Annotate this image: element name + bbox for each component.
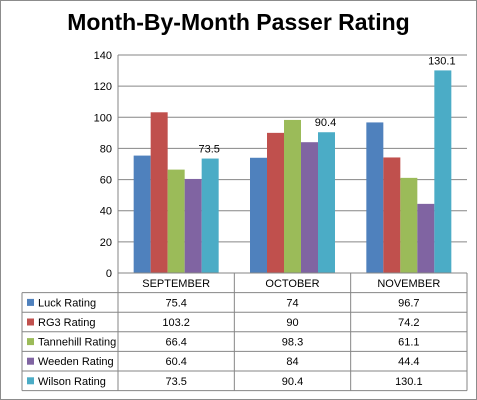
x-tick-label: OCTOBER	[265, 278, 319, 290]
table-row-label: Wilson Rating	[38, 376, 106, 388]
y-tick-label: 40	[100, 206, 112, 218]
table-cell: 84	[286, 356, 298, 368]
bar	[366, 122, 384, 273]
bar	[301, 142, 318, 273]
table-row-label: RG3 Rating	[38, 317, 95, 329]
data-label: 90.4	[315, 117, 336, 129]
bar	[284, 119, 301, 273]
bar	[318, 132, 335, 273]
y-tick-label: 60	[100, 175, 112, 187]
bar	[184, 178, 202, 273]
bar	[400, 177, 418, 273]
table-cell: 66.4	[165, 337, 186, 349]
table-cell: 74.2	[398, 317, 419, 329]
table-cell: 73.5	[165, 376, 186, 388]
bar	[201, 158, 219, 273]
legend-key	[27, 298, 34, 306]
legend-key	[27, 318, 34, 326]
y-tick-label: 140	[94, 50, 112, 62]
data-label: 130.1	[428, 55, 456, 67]
bar	[417, 203, 435, 273]
bar	[434, 70, 452, 273]
table-cell: 98.3	[282, 337, 303, 349]
x-tick-label: NOVEMBER	[377, 278, 440, 290]
table-cell: 60.4	[165, 356, 186, 368]
bar	[250, 157, 267, 273]
bar	[133, 155, 151, 273]
x-tick-label: SEPTEMBER	[142, 278, 210, 290]
table-cell: 90.4	[282, 376, 303, 388]
table-row-label: Luck Rating	[38, 297, 96, 309]
bar	[383, 157, 401, 273]
chart-title: Month-By-Month Passer Rating	[67, 9, 410, 35]
bar	[267, 132, 284, 273]
legend-key	[27, 338, 34, 346]
table-cell: 74	[286, 297, 298, 309]
y-tick-label: 80	[100, 143, 112, 155]
y-tick-label: 20	[100, 237, 112, 249]
table-row-label: Weeden Rating	[38, 356, 114, 368]
bar	[150, 112, 168, 273]
table-cell: 44.4	[398, 356, 419, 368]
table-cell: 103.2	[162, 317, 190, 329]
y-tick-label: 0	[106, 268, 112, 280]
legend-key	[27, 377, 34, 385]
legend-key	[27, 357, 34, 365]
table-cell: 96.7	[398, 297, 419, 309]
table-cell: 130.1	[395, 376, 423, 388]
y-tick-label: 100	[94, 112, 112, 124]
table-row-label: Tannehill Rating	[38, 337, 116, 349]
table-cell: 90	[286, 317, 298, 329]
table-cell: 75.4	[165, 297, 186, 309]
data-label: 73.5	[198, 144, 219, 156]
bar	[167, 169, 185, 273]
y-tick-label: 120	[94, 81, 112, 93]
table-cell: 61.1	[398, 337, 419, 349]
